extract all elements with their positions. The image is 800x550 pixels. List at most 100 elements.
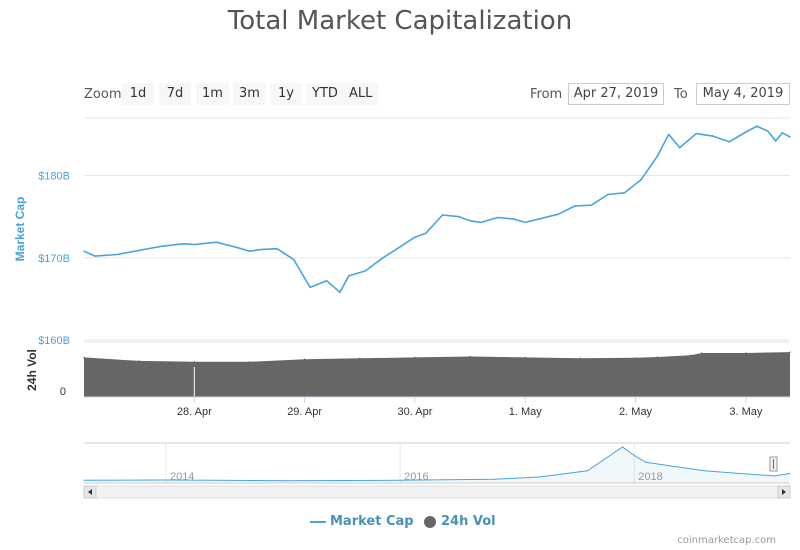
- market-cap-point: [728, 141, 731, 143]
- to-label: To: [674, 87, 688, 102]
- volume-point: [138, 360, 140, 362]
- navigator-point: [621, 446, 624, 448]
- navigator-tick-label: 2018: [638, 471, 662, 483]
- scrollbar-track[interactable]: [83, 485, 791, 499]
- x-tick-label: 2. May: [619, 406, 653, 418]
- zoom-button-1d[interactable]: 1d: [122, 83, 154, 105]
- navigator-point: [165, 479, 167, 481]
- market-cap-point: [774, 140, 777, 142]
- navigator-point: [399, 479, 401, 481]
- x-tick-label: 30. Apr: [398, 406, 433, 418]
- legend-market-cap[interactable]: Market Cap: [310, 514, 414, 529]
- volume-point: [745, 352, 747, 354]
- navigator-point: [83, 479, 85, 481]
- zoom-label: Zoom: [84, 87, 122, 102]
- market-cap-point: [94, 255, 96, 257]
- market-cap-point: [590, 204, 593, 206]
- arrow-right-icon: [782, 489, 786, 495]
- y-tick-label: $160B: [38, 335, 70, 347]
- market-cap-point: [83, 250, 85, 252]
- legend-volume[interactable]: 24h Vol: [424, 514, 496, 529]
- market-cap-point: [138, 249, 140, 252]
- volume-point: [789, 351, 791, 353]
- volume-point: [579, 357, 582, 359]
- legend-volume-label: 24h Vol: [441, 514, 496, 529]
- volume-point: [690, 354, 692, 356]
- market-cap-point: [607, 193, 609, 196]
- market-cap-point: [496, 216, 499, 219]
- to-date-input[interactable]: May 4, 2019: [696, 83, 790, 105]
- market-cap-point: [781, 132, 784, 134]
- credit-text[interactable]: coinmarketcap.com: [677, 535, 776, 546]
- volume-area: [84, 352, 790, 397]
- volume-point: [414, 356, 416, 358]
- market-cap-point: [347, 275, 350, 277]
- navigator-point: [282, 480, 284, 482]
- navigator-point: [540, 476, 542, 478]
- volume-tick-label: 0: [60, 386, 66, 398]
- y-axis-title: Market Cap: [13, 197, 27, 262]
- market-cap-point: [441, 214, 444, 216]
- market-cap-point: [116, 253, 118, 256]
- navigator-point: [668, 465, 671, 467]
- market-cap-point: [756, 125, 758, 128]
- from-label: From: [530, 87, 563, 102]
- market-cap-point: [711, 135, 714, 137]
- market-cap-point: [695, 132, 698, 135]
- market-cap-point: [656, 155, 659, 157]
- market-cap-point: [480, 221, 482, 224]
- market-cap-point: [540, 217, 543, 220]
- market-cap-point: [667, 133, 670, 136]
- market-cap-point: [364, 270, 367, 272]
- market-cap-point: [309, 286, 311, 289]
- y-tick-label: $170B: [38, 253, 70, 265]
- zoom-button-ytd[interactable]: YTD: [306, 83, 344, 105]
- market-cap-point: [623, 192, 626, 194]
- market-cap-point: [557, 213, 560, 215]
- y-tick-label: $180B: [38, 171, 70, 183]
- chart-title: Total Market Capitalization: [227, 6, 573, 36]
- from-date-input[interactable]: Apr 27, 2019: [568, 83, 664, 105]
- market-cap-point: [789, 136, 791, 138]
- volume-point: [657, 356, 659, 358]
- zoom-button-7d[interactable]: 7d: [159, 83, 191, 105]
- market-cap-point: [397, 247, 400, 249]
- volume-point: [248, 361, 251, 363]
- legend-line-icon: [310, 520, 326, 523]
- market-cap-point: [292, 258, 295, 261]
- zoom-button-all[interactable]: ALL: [343, 83, 379, 105]
- x-tick-label: 1. May: [509, 406, 543, 418]
- navigator-point: [645, 461, 647, 463]
- zoom-button-1y[interactable]: 1y: [270, 83, 302, 105]
- market-cap-point: [248, 250, 251, 252]
- volume-point: [469, 355, 471, 358]
- volume-point: [193, 361, 195, 363]
- market-cap-point: [414, 236, 416, 239]
- navigator-point: [703, 470, 706, 472]
- zoom-button-3m[interactable]: 3m: [233, 83, 266, 105]
- market-cap-point: [425, 232, 427, 234]
- market-cap-point: [767, 130, 769, 132]
- market-cap-point: [237, 247, 240, 249]
- navigator-point: [774, 475, 776, 477]
- market-cap-point: [325, 280, 328, 282]
- market-cap-point: [640, 178, 642, 181]
- market-cap-point: [574, 205, 576, 207]
- arrow-left-icon: [88, 489, 92, 495]
- market-cap-point: [339, 291, 341, 294]
- zoom-button-1m[interactable]: 1m: [196, 83, 229, 105]
- navigator-point: [739, 472, 741, 475]
- market-cap-line: [83, 125, 791, 294]
- volume-point: [359, 357, 361, 359]
- volume-point: [83, 356, 85, 358]
- legend-circle-icon: [424, 515, 436, 528]
- x-tick-label: 29. Apr: [287, 406, 322, 418]
- market-cap-point: [182, 243, 185, 245]
- market-cap-point: [276, 247, 278, 250]
- market-cap-point: [687, 139, 690, 141]
- market-cap-point: [381, 257, 383, 260]
- market-cap-point: [524, 221, 527, 224]
- volume-point: [701, 352, 703, 354]
- x-tick-label: 3. May: [729, 406, 763, 418]
